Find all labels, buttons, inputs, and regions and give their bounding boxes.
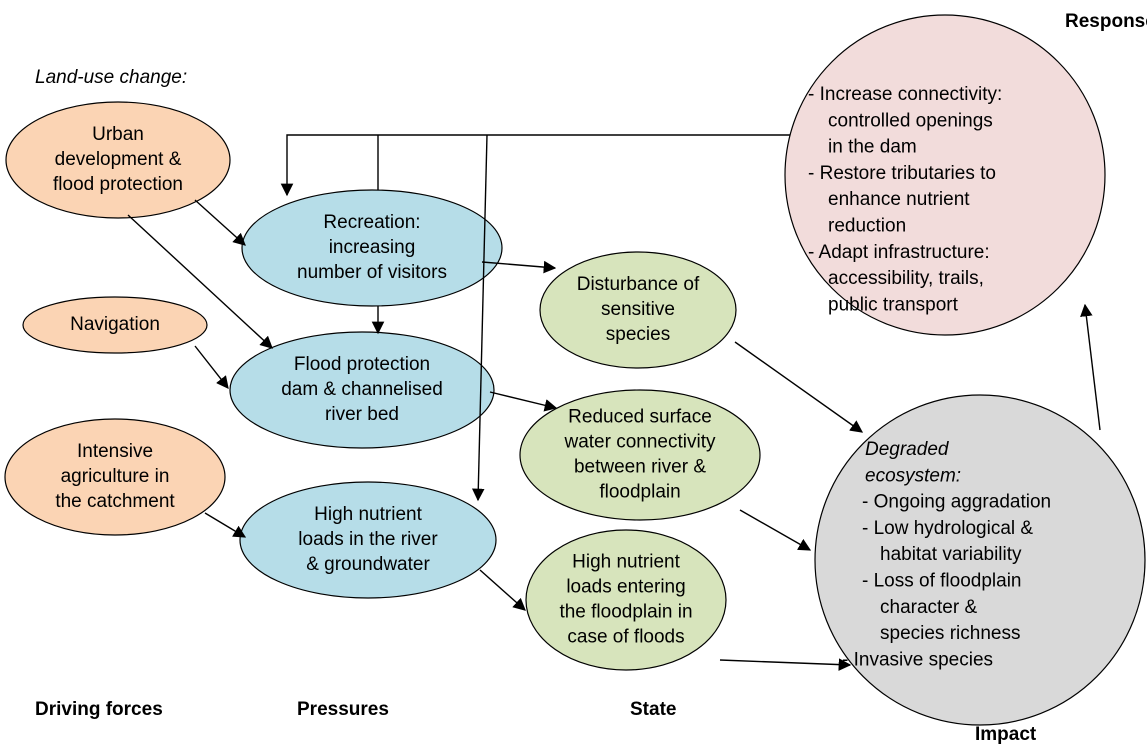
node-label: Reduced surface [568,407,712,428]
pressures-label: Pressures [297,699,389,720]
node-label: loads in the river [298,529,438,550]
node-label: water connectivity [563,432,716,453]
node-label: public transport [828,294,959,315]
node-label: increasing [329,237,416,258]
node-shape [22,296,208,354]
node-label: ecosystem: [865,465,961,486]
node-label: - Restore tributaries to [808,163,996,184]
node-shape [241,189,503,307]
node-shape [814,394,1146,726]
node-label: - Low hydrological & [862,518,1033,539]
node-label: loads entering [566,577,685,598]
feedback-arrow [471,134,488,502]
arrow [481,260,557,274]
arrow [194,345,229,389]
node-label: floodplain [599,482,680,503]
arrow [739,509,812,551]
response-label: Response [1065,11,1147,32]
node-label: Navigation [70,314,160,335]
node-shape [239,481,497,599]
node-shape [539,251,737,369]
impact-label: Impact [975,724,1037,744]
node-label: agriculture in [61,466,170,487]
node-label: enhance nutrient [828,189,970,210]
node-label: Flood protection [294,354,430,375]
feedback-arrow [280,134,790,197]
node-label: High nutrient [572,552,680,573]
node-label: accessibility, trails, [828,268,984,289]
arrow [127,214,273,349]
driving-label: Driving forces [35,699,163,720]
node-label: - Loss of floodplain [862,571,1022,592]
arrow [734,341,864,433]
arrow [479,569,526,611]
node-label: species [606,324,670,345]
node-label: - Increase connectivity: [808,84,1002,105]
arrow [719,658,852,671]
node-label: dam & channelised [281,379,443,400]
node-label: & groundwater [306,554,430,575]
node-label: Urban [92,124,144,145]
node-label: - Ongoing aggradation [862,492,1051,513]
node-label: number of visitors [297,262,447,283]
node-label: - Invasive species [842,649,993,670]
node-label: High nutrient [314,504,422,525]
node-label: between river & [574,457,706,478]
node-shape [525,529,727,671]
arrow [1080,303,1101,431]
node-label: flood protection [53,174,183,195]
node-label: river bed [325,404,399,425]
node-label: controlled openings [828,110,993,131]
node-label: Recreation: [323,212,420,233]
node-label: Degraded [865,439,950,460]
node-label: Intensive [77,441,153,462]
connectors [127,134,1101,671]
node-label: case of floods [567,627,684,648]
node-label: development & [55,149,182,170]
node-label: Disturbance of [577,274,700,295]
node-shape [4,418,226,536]
arrow [204,512,247,538]
node-label: habitat variability [880,544,1022,565]
arrow [489,391,558,412]
node-shape [519,389,761,521]
land-use-label: Land-use change: [35,67,187,88]
node-label: character & [880,597,977,618]
node-shape [5,101,231,219]
node-shape [229,331,495,449]
node-label: reduction [828,216,906,237]
node-label: sensitive [601,299,675,320]
arrow [194,199,246,246]
node-label: the floodplain in [559,602,692,623]
node-label: - Adapt infrastructure: [808,242,990,263]
node-label: in the dam [828,137,917,158]
node-label: species richness [880,623,1020,644]
state-label: State [630,699,676,720]
node-label: the catchment [55,491,175,512]
node-shape [784,14,1106,336]
